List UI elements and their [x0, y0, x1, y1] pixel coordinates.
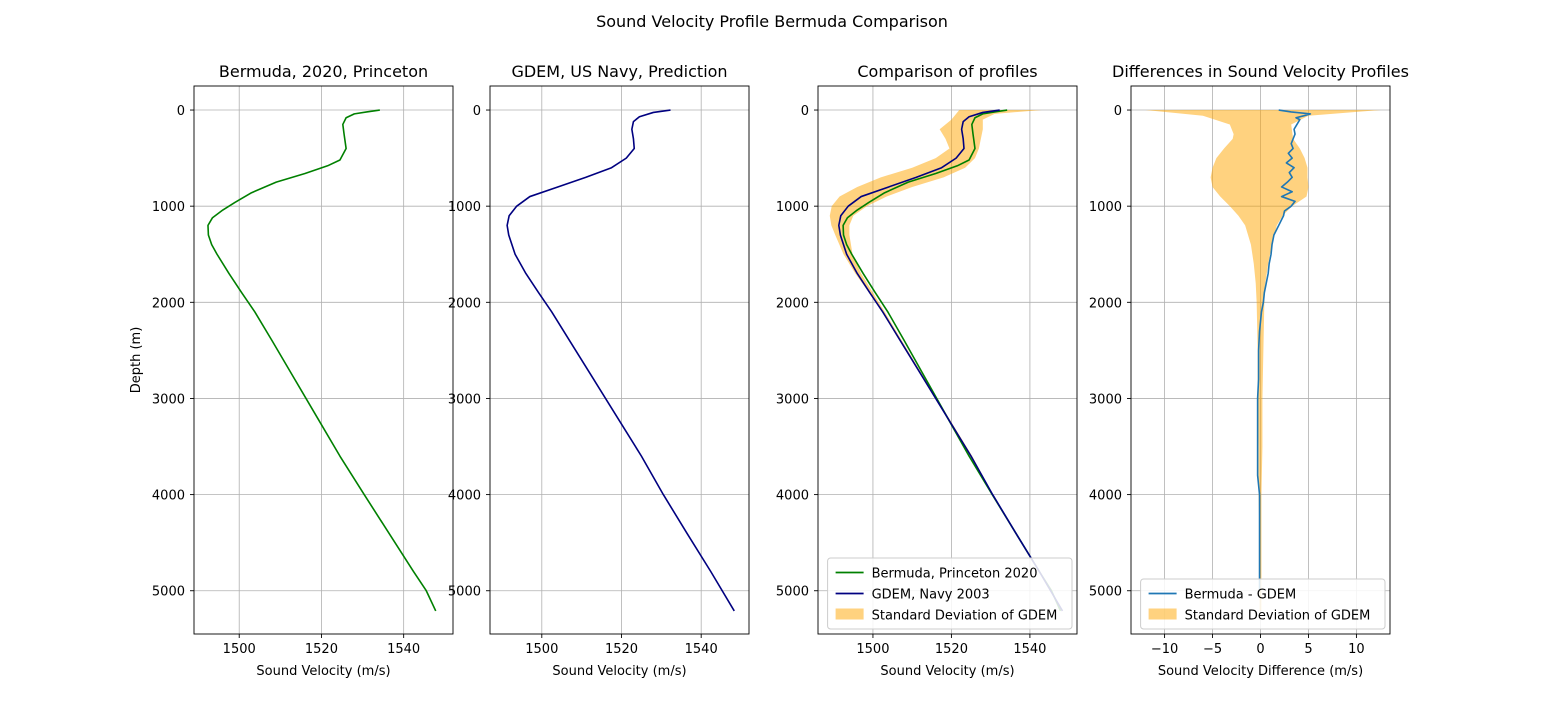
y-tick-label: 1000	[152, 200, 185, 215]
panel-1: 1500 1520 1540 0 1000 2000 3000 4000 5000 Bermuda…	[129, 62, 454, 679]
legend-label: GDEM, Navy 2003	[872, 588, 990, 603]
plot-area	[207, 109, 437, 612]
series-line-1	[207, 109, 437, 612]
x-axis-label: Sound Velocity Difference (m/s)	[1158, 664, 1363, 679]
panel-4: −10 −5 0 5 10 0 1000 2000 3000 4000 5000 Difference…	[1089, 62, 1409, 679]
x-tick-label: 5	[1304, 642, 1312, 657]
std-band	[829, 110, 1063, 611]
plot-area	[1145, 109, 1381, 611]
y-tick-label: 4000	[1089, 489, 1122, 504]
series-line-1	[842, 109, 1062, 612]
y-tick-label: 3000	[1089, 392, 1122, 407]
x-tick-label: 1500	[525, 642, 558, 657]
panel-title: Comparison of profiles	[857, 62, 1037, 81]
x-tick-label: 1500	[223, 642, 256, 657]
y-tick-label: 3000	[152, 392, 185, 407]
y-tick-label: 2000	[776, 296, 809, 311]
plot-area	[506, 109, 735, 612]
axes-frame	[489, 85, 750, 635]
y-tick-label: 5000	[1089, 585, 1122, 600]
legend-label: Standard Deviation of GDEM	[872, 609, 1058, 624]
y-tick-label: 0	[801, 104, 809, 119]
panel-title: GDEM, US Navy, Prediction	[511, 62, 727, 81]
y-tick-label: 5000	[152, 585, 185, 600]
legend: Bermuda, Princeton 2020 GDEM, Navy 2003 St…	[827, 557, 1073, 630]
x-tick-label: 1500	[856, 642, 889, 657]
y-tick-label: 2000	[1089, 296, 1122, 311]
y-tick-label: 3000	[448, 392, 481, 407]
x-tick-label: 1520	[305, 642, 338, 657]
y-tick-label: 5000	[448, 585, 481, 600]
legend-label: Standard Deviation of GDEM	[1185, 609, 1371, 624]
y-tick-label: 3000	[776, 392, 809, 407]
axes-frame	[193, 85, 454, 635]
x-tick-label: 10	[1348, 642, 1365, 657]
y-tick-label: 0	[177, 104, 185, 119]
x-tick-label: 1540	[387, 642, 420, 657]
y-tick-label: 1000	[776, 200, 809, 215]
panel-title: Bermuda, 2020, Princeton	[219, 62, 428, 81]
std-band	[1145, 110, 1381, 611]
y-tick-label: 4000	[448, 489, 481, 504]
y-axis-label: Depth (m)	[129, 327, 144, 394]
legend-label: Bermuda - GDEM	[1185, 588, 1297, 603]
axes-frame	[817, 85, 1078, 635]
legend-label: Bermuda, Princeton 2020	[872, 567, 1038, 582]
panel-3: 1500 1520 1540 0 1000 2000 3000 4000 5000 Compari…	[776, 62, 1078, 679]
y-tick-label: 1000	[448, 200, 481, 215]
x-axis-label: Sound Velocity (m/s)	[552, 664, 686, 679]
x-tick-label: 1520	[605, 642, 638, 657]
y-tick-label: 5000	[776, 585, 809, 600]
y-tick-label: 0	[473, 104, 481, 119]
x-axis-label: Sound Velocity (m/s)	[880, 664, 1014, 679]
y-tick-label: 1000	[1089, 200, 1122, 215]
figure-suptitle: Sound Velocity Profile Bermuda Compariso…	[596, 12, 948, 31]
y-tick-label: 0	[1114, 104, 1122, 119]
y-tick-label: 4000	[152, 489, 185, 504]
legend-swatch-patch	[1148, 608, 1177, 620]
legend: Bermuda - GDEM Standard Deviation of GDEM	[1140, 578, 1386, 630]
series-line-1	[506, 109, 735, 612]
series-line-2	[837, 109, 1064, 612]
y-tick-label: 2000	[152, 296, 185, 311]
x-tick-label: 1540	[1013, 642, 1046, 657]
x-tick-label: 1520	[935, 642, 968, 657]
plot-area	[829, 109, 1064, 612]
panel-2: 1500 1520 1540 0 1000 2000 3000 4000 5000 GDEM, U…	[448, 62, 750, 679]
y-tick-label: 2000	[448, 296, 481, 311]
legend-box	[1140, 578, 1386, 630]
x-axis-label: Sound Velocity (m/s)	[256, 664, 390, 679]
x-tick-label: −10	[1151, 642, 1178, 657]
x-tick-label: 0	[1256, 642, 1264, 657]
legend-swatch-patch	[835, 608, 864, 620]
legend-box	[827, 557, 1073, 630]
x-tick-label: 1540	[685, 642, 718, 657]
panel-title: Differences in Sound Velocity Profiles	[1112, 62, 1409, 81]
y-tick-label: 4000	[776, 489, 809, 504]
series-line-1	[1256, 109, 1312, 591]
x-tick-label: −5	[1203, 642, 1222, 657]
